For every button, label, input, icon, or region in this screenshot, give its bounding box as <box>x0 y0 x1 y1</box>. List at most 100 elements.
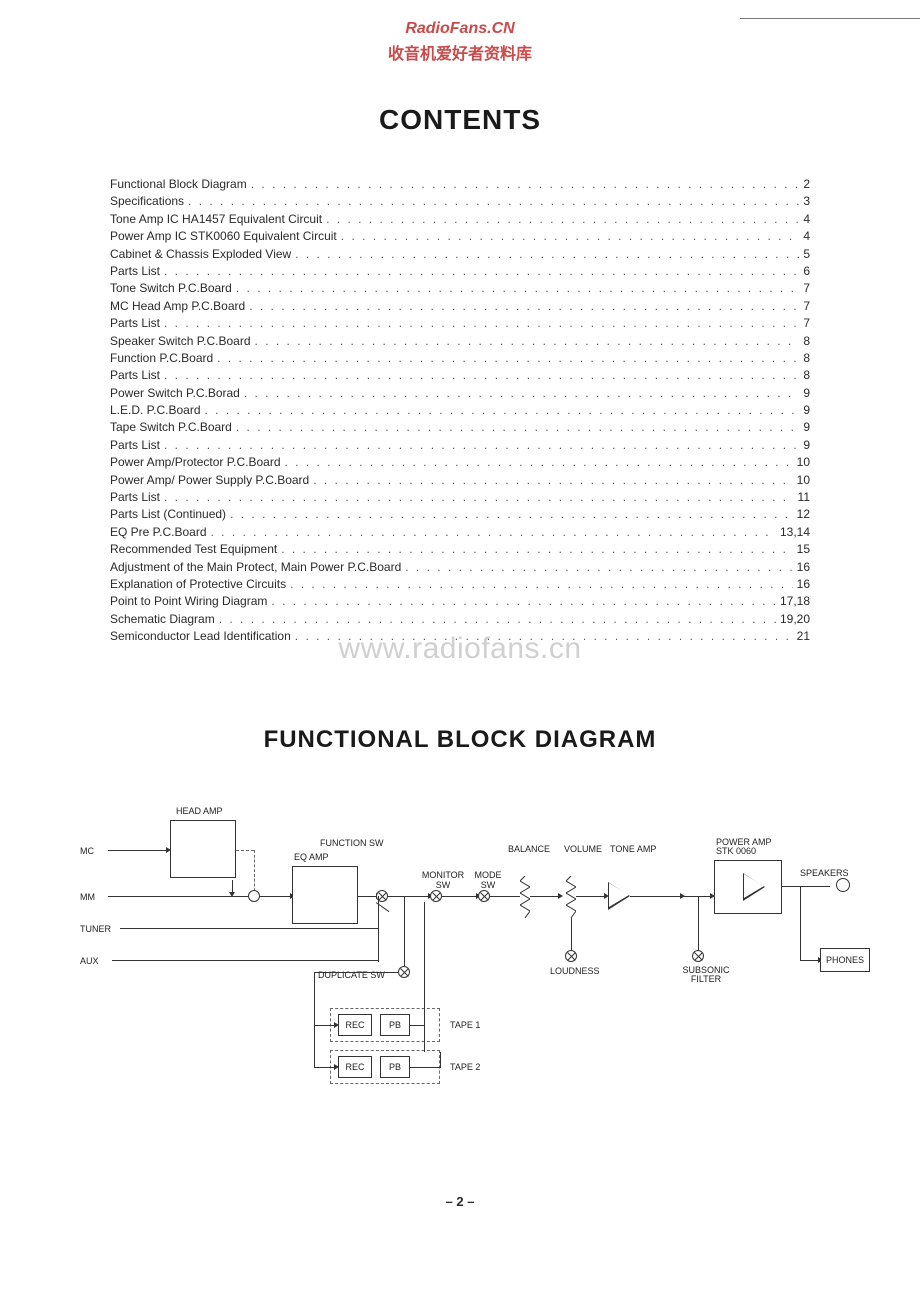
toc-leader-dots <box>251 333 800 350</box>
label-balance: BALANCE <box>508 844 550 854</box>
label-eq-amp: EQ AMP <box>294 852 329 862</box>
toc-page: 9 <box>799 437 810 454</box>
toc-page: 7 <box>799 315 810 332</box>
toc-page: 17,18 <box>776 593 810 610</box>
block-tone-amp <box>608 882 630 910</box>
toc-label: Function P.C.Board <box>110 350 213 367</box>
switch-loudness <box>565 950 577 962</box>
toc-label: Schematic Diagram <box>110 611 215 628</box>
toc-label: Semiconductor Lead Identification <box>110 628 291 645</box>
toc-page: 9 <box>799 402 810 419</box>
page: RadioFans.CN 收音机爱好者资料库 CONTENTS Function… <box>0 0 920 1249</box>
switch-subsonic <box>692 950 704 962</box>
toc-row: Semiconductor Lead Identification 21 <box>110 628 810 645</box>
toc-row: Speaker Switch P.C.Board 8 <box>110 333 810 350</box>
wire <box>410 1025 424 1026</box>
toc-label: Tape Switch P.C.Board <box>110 419 232 436</box>
wire <box>314 972 315 1068</box>
toc-leader-dots <box>226 506 793 523</box>
toc-page: 3 <box>799 193 810 210</box>
switch-node <box>248 890 260 902</box>
toc-row: EQ Pre P.C.Board 13,14 <box>110 524 810 541</box>
label-volume: VOLUME <box>564 844 602 854</box>
page-header: RadioFans.CN 收音机爱好者资料库 <box>80 20 840 64</box>
wire <box>314 972 398 973</box>
toc-leader-dots <box>240 385 799 402</box>
wire <box>440 1052 441 1068</box>
label-pb2: PB <box>389 1062 401 1072</box>
header-site-en: RadioFans.CN <box>80 20 840 38</box>
toc-row: Parts List 9 <box>110 437 810 454</box>
toc-row: Parts List 7 <box>110 315 810 332</box>
input-mm: MM <box>80 892 95 902</box>
toc-page: 8 <box>799 333 810 350</box>
toc-page: 16 <box>793 559 810 576</box>
toc-row: Parts List 8 <box>110 367 810 384</box>
toc-leader-dots <box>267 593 776 610</box>
toc-page: 8 <box>799 350 810 367</box>
wire <box>388 896 428 897</box>
toc-leader-dots <box>291 628 793 645</box>
toc-page: 9 <box>799 419 810 436</box>
toc-page: 21 <box>793 628 810 645</box>
toc-page: 16 <box>793 576 810 593</box>
toc-label: Parts List <box>110 489 160 506</box>
toc-label: Tone Switch P.C.Board <box>110 280 232 297</box>
toc-row: Parts List (Continued) 12 <box>110 506 810 523</box>
switch-monitor <box>430 890 442 902</box>
label-rec1: REC <box>345 1020 364 1030</box>
block-head-amp <box>170 820 236 878</box>
label-phones: PHONES <box>826 955 864 965</box>
toc-label: Tone Amp IC HA1457 Equivalent Circuit <box>110 211 322 228</box>
wire <box>254 850 255 896</box>
toc-label: Cabinet & Chassis Exploded View <box>110 246 291 263</box>
toc-row: Functional Block Diagram 2 <box>110 176 810 193</box>
input-aux: AUX <box>80 956 99 966</box>
label-speakers: SPEAKERS <box>800 868 849 878</box>
toc-leader-dots <box>291 246 799 263</box>
wire <box>404 896 405 966</box>
header-site-cn: 收音机爱好者资料库 <box>80 40 840 64</box>
toc-row: Adjustment of the Main Protect, Main Pow… <box>110 559 810 576</box>
label-mode-sw: MODESW <box>468 870 508 890</box>
toc-label: Parts List <box>110 437 160 454</box>
toc-label: Power Switch P.C.Borad <box>110 385 240 402</box>
toc-page: 10 <box>793 472 810 489</box>
wire <box>358 896 376 897</box>
toc-leader-dots <box>232 280 799 297</box>
toc-leader-dots <box>160 489 794 506</box>
toc-leader-dots <box>277 541 792 558</box>
toc-leader-dots <box>286 576 793 593</box>
toc-leader-dots <box>309 472 792 489</box>
toc-row: Point to Point Wiring Diagram 17,18 <box>110 593 810 610</box>
toc-label: Speaker Switch P.C.Board <box>110 333 251 350</box>
toc-page: 13,14 <box>776 524 810 541</box>
wire <box>800 960 818 961</box>
label-tape2: TAPE 2 <box>450 1062 480 1072</box>
wire <box>236 850 254 851</box>
wire <box>120 928 378 929</box>
toc-page: 11 <box>794 489 810 506</box>
toc-row: Schematic Diagram 19,20 <box>110 611 810 628</box>
toc-leader-dots <box>160 437 799 454</box>
wire <box>314 1067 334 1068</box>
toc-leader-dots <box>184 193 799 210</box>
toc-row: Function P.C.Board 8 <box>110 350 810 367</box>
toc-leader-dots <box>201 402 800 419</box>
wire <box>576 896 604 897</box>
toc-leader-dots <box>213 350 799 367</box>
toc-row: Power Amp/Protector P.C.Board 10 <box>110 454 810 471</box>
toc-leader-dots <box>247 176 800 193</box>
wire <box>698 896 699 954</box>
label-head-amp: HEAD AMP <box>176 806 223 816</box>
toc-label: Explanation of Protective Circuits <box>110 576 286 593</box>
pot-volume <box>566 876 574 918</box>
toc-label: L.E.D. P.C.Board <box>110 402 201 419</box>
toc-row: Cabinet & Chassis Exploded View 5 <box>110 246 810 263</box>
toc-label: Recommended Test Equipment <box>110 541 277 558</box>
table-of-contents: Functional Block Diagram 2Specifications… <box>80 176 840 646</box>
toc-label: Parts List <box>110 315 160 332</box>
label-rec2: REC <box>345 1062 364 1072</box>
toc-row: Explanation of Protective Circuits 16 <box>110 576 810 593</box>
block-tape1-rec: REC <box>338 1014 372 1036</box>
